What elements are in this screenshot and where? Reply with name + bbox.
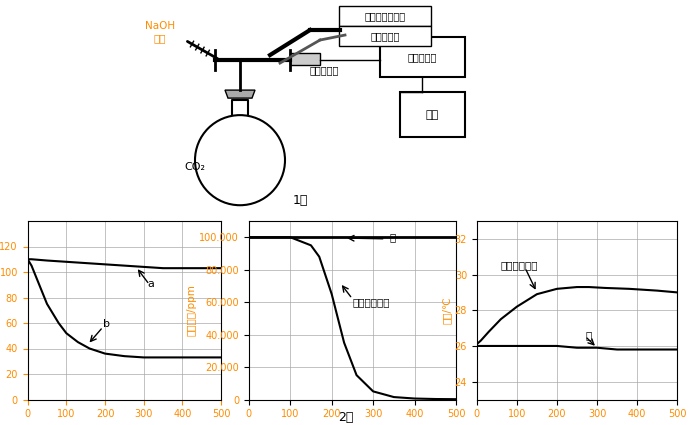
- Text: 水: 水: [585, 330, 591, 340]
- Text: 压强传感器: 压强传感器: [310, 65, 339, 75]
- Y-axis label: 二氧化碳/ppm: 二氧化碳/ppm: [187, 284, 196, 336]
- FancyBboxPatch shape: [339, 6, 431, 26]
- Text: 温度传感器: 温度传感器: [370, 31, 399, 41]
- Text: 1图: 1图: [292, 194, 307, 207]
- Text: 氮氧化钓溶液: 氮氧化钓溶液: [501, 261, 538, 271]
- FancyBboxPatch shape: [339, 26, 431, 46]
- Text: 数据采集器: 数据采集器: [407, 52, 437, 62]
- Text: a: a: [148, 279, 155, 289]
- Text: 2图: 2图: [338, 411, 353, 424]
- FancyBboxPatch shape: [380, 37, 465, 77]
- Text: CO₂: CO₂: [184, 162, 205, 172]
- FancyBboxPatch shape: [290, 53, 320, 65]
- Text: b: b: [103, 319, 110, 329]
- Text: 水: 水: [390, 232, 396, 242]
- Text: 电脑: 电脑: [426, 110, 439, 120]
- Polygon shape: [225, 90, 255, 98]
- Text: 二氧化碳传感器: 二氧化碳传感器: [364, 11, 406, 21]
- Text: 氮氧化钓溶液: 氮氧化钓溶液: [352, 297, 390, 307]
- FancyBboxPatch shape: [400, 92, 465, 137]
- Text: NaOH
溶液: NaOH 溶液: [145, 21, 175, 43]
- Y-axis label: 温度/℃: 温度/℃: [442, 297, 452, 324]
